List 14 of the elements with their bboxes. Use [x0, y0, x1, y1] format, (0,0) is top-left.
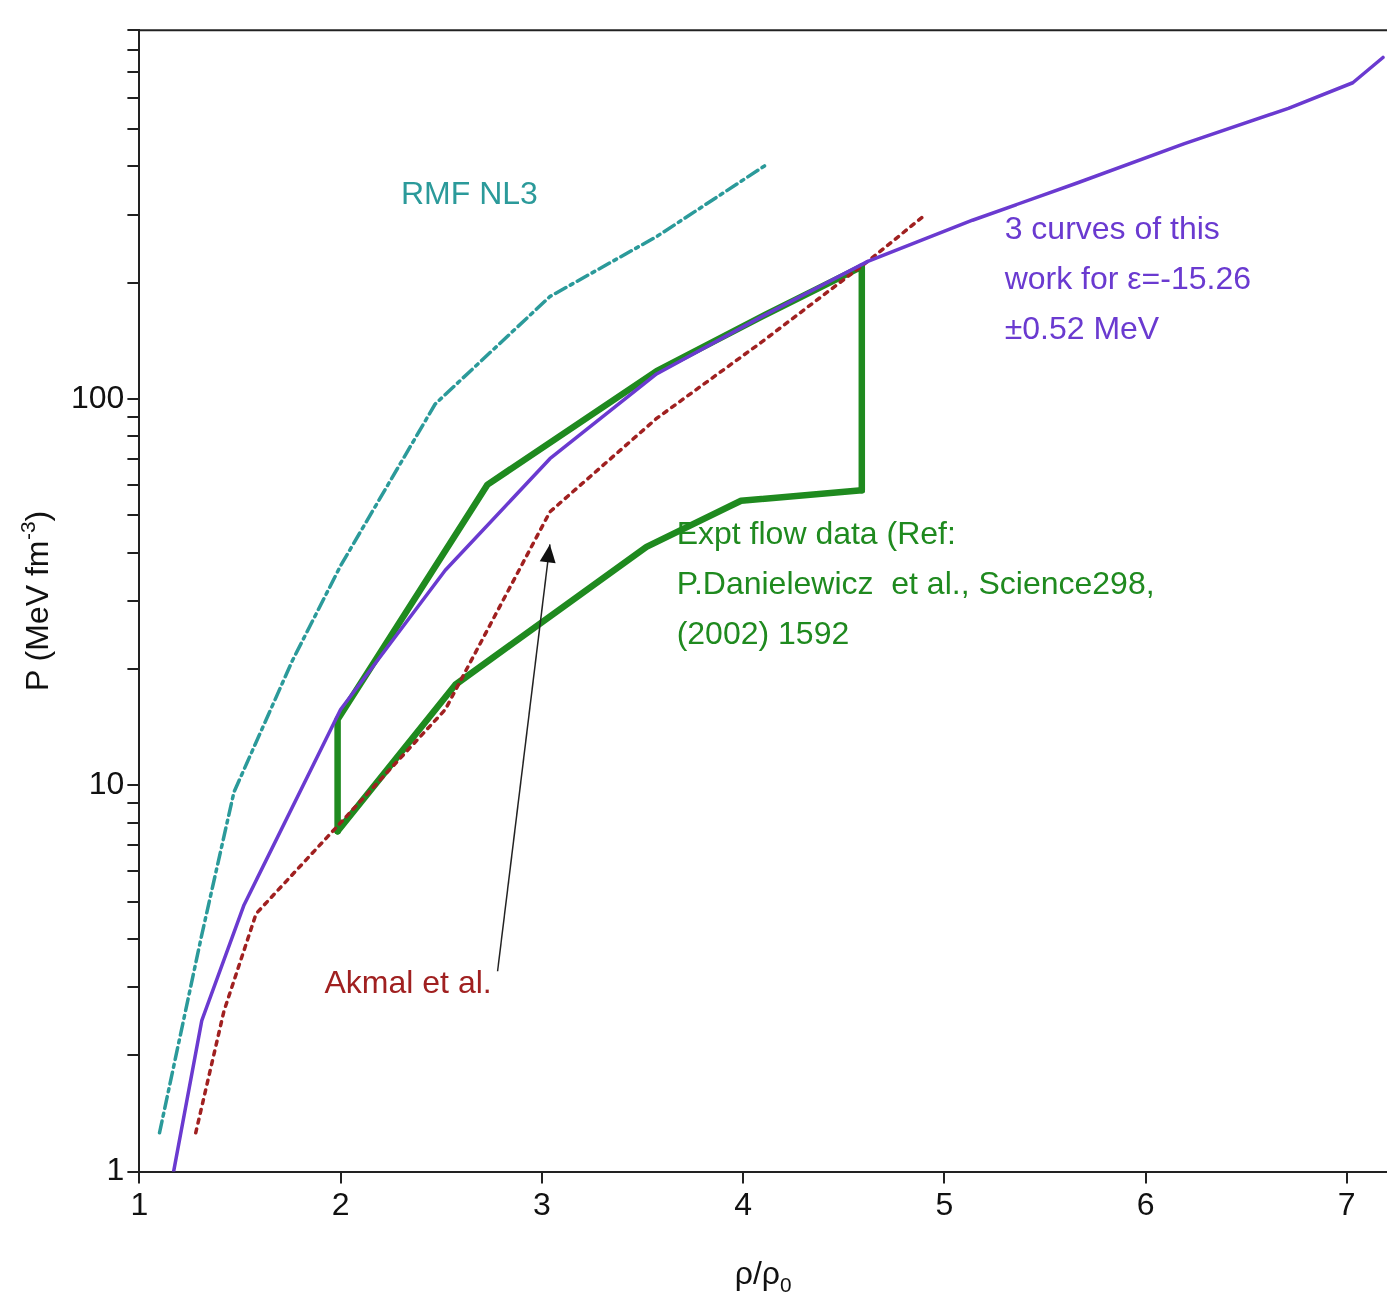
- x-tick-label: 1: [130, 1185, 149, 1222]
- text: RMF NL3: [400, 174, 538, 211]
- x-tick-label: 2: [331, 1185, 350, 1222]
- y-axis-title: P (MeV fm-3): [16, 510, 55, 692]
- y-tick-label: 1: [106, 1151, 125, 1188]
- text: Akmal et al.: [324, 963, 492, 1000]
- y-tick-label: 10: [88, 765, 125, 802]
- x-tick-label: 3: [532, 1185, 551, 1222]
- x-tick-label: 6: [1136, 1185, 1155, 1222]
- x-tick-label: 4: [734, 1185, 752, 1222]
- x-tick-label: 5: [935, 1185, 954, 1222]
- series-label: 3 curves of this work for ε=-15.26 ±0.52 MeV: [1003, 209, 1252, 346]
- y-tick-label: 100: [71, 378, 125, 415]
- x-tick-label: 7: [1337, 1185, 1356, 1222]
